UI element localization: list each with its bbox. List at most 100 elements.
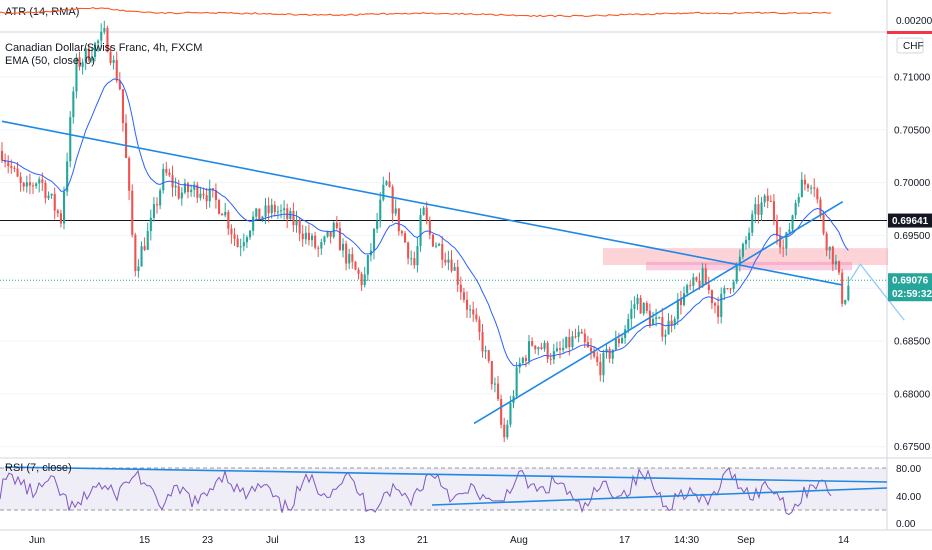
candle-body (822, 214, 825, 234)
candle-body (338, 227, 341, 251)
rsi-label[interactable]: RSI (7, close) (5, 462, 72, 474)
projection-arrow[interactable] (849, 263, 905, 321)
x-tick-aug: Aug (510, 535, 528, 546)
rsi-trendline-upper[interactable] (4, 466, 888, 483)
y-tick-label: 0.71000 (894, 72, 931, 83)
candle-body (834, 261, 837, 265)
candle-body (838, 261, 841, 273)
candle-body (487, 350, 490, 362)
candle-body (729, 288, 732, 290)
rsi-line (0, 467, 832, 516)
y-tick-label: 0.70500 (894, 125, 931, 136)
candle-body (413, 258, 416, 266)
candle-body (484, 350, 487, 352)
candle-body (754, 204, 757, 215)
symbol-title[interactable]: Canadian Dollar/Swiss Franc, 4h, FXCM (5, 42, 202, 54)
currency-box[interactable] (896, 37, 924, 54)
candle-body (500, 399, 503, 425)
candle-body (673, 319, 676, 326)
candle-body (686, 285, 689, 294)
x-tick-23: 23 (202, 535, 214, 546)
candle-body (391, 186, 394, 214)
candle-body (726, 288, 729, 290)
candle-body (348, 254, 351, 264)
trendline-descending[interactable] (1, 120, 843, 286)
candle-body (165, 168, 168, 173)
candle-body (131, 190, 134, 235)
y-tick-label: 0.70000 (894, 178, 931, 189)
candle-body (360, 273, 363, 286)
candle-body (196, 184, 199, 198)
candle-body (267, 205, 270, 214)
candle-body (710, 290, 713, 304)
candle-body (208, 188, 211, 202)
rsi-tick-80: 80.00 (896, 464, 921, 475)
candle-body (63, 191, 66, 224)
candle-body (366, 255, 369, 275)
candle-body (825, 233, 828, 251)
candle-body (388, 181, 391, 187)
candle-body (444, 259, 447, 263)
candle-body (407, 242, 410, 259)
candle-body (156, 204, 159, 206)
candle-body (596, 356, 599, 362)
candle-body (763, 195, 766, 203)
candle-body (35, 183, 38, 187)
candle-body (509, 402, 512, 425)
candle-body (81, 62, 84, 68)
candle-body (59, 213, 62, 224)
candle-body (546, 342, 549, 359)
candle-body (19, 176, 22, 183)
candle-body (134, 234, 137, 272)
candle-body (10, 166, 13, 168)
candle-body (435, 245, 438, 247)
candle-body (431, 234, 434, 247)
candle-body (270, 204, 273, 214)
candle-body (109, 51, 112, 63)
candle-body (478, 319, 481, 333)
candle-body (472, 309, 475, 315)
candle-body (199, 193, 202, 198)
candle-body (565, 336, 568, 348)
candle-body (614, 338, 617, 350)
candle-body (611, 349, 614, 359)
candle-body (7, 162, 10, 167)
candle-body (394, 208, 397, 214)
candle-body (190, 189, 193, 193)
candle-body (717, 305, 720, 317)
candle-body (800, 179, 803, 198)
candle-body (261, 216, 264, 220)
candle-body (459, 284, 462, 293)
candle-body (769, 200, 772, 202)
candle-body (317, 247, 320, 249)
candle-body (524, 357, 527, 362)
candle-body (416, 246, 419, 266)
currency-label[interactable]: CHF (903, 41, 924, 52)
candle-body (385, 181, 388, 185)
candle-body (335, 222, 338, 228)
candle-body (276, 211, 279, 213)
candle-body (354, 261, 357, 270)
candle-body (441, 243, 444, 260)
candle-body (515, 367, 518, 396)
candle-body (549, 358, 552, 360)
candle-body (255, 208, 258, 217)
candle-body (94, 43, 97, 58)
ema-label[interactable]: EMA (50, close, 0) (5, 55, 95, 67)
candle-body (633, 304, 636, 309)
candle-body (794, 202, 797, 216)
candle-body (1, 150, 4, 161)
candle-body (224, 211, 227, 216)
candle-body (599, 361, 602, 376)
candle-body (38, 179, 41, 184)
candle-body (286, 208, 289, 220)
candle-body (720, 293, 723, 317)
candle-body (707, 284, 710, 291)
candle-body (323, 236, 326, 243)
candle-body (745, 240, 748, 244)
trendline-ascending[interactable] (473, 200, 844, 425)
rsi-trendline-lower[interactable] (431, 487, 888, 506)
horizontal-level-value: 0.69641 (892, 216, 929, 227)
candle-body (562, 347, 565, 350)
candle-body (757, 204, 760, 215)
